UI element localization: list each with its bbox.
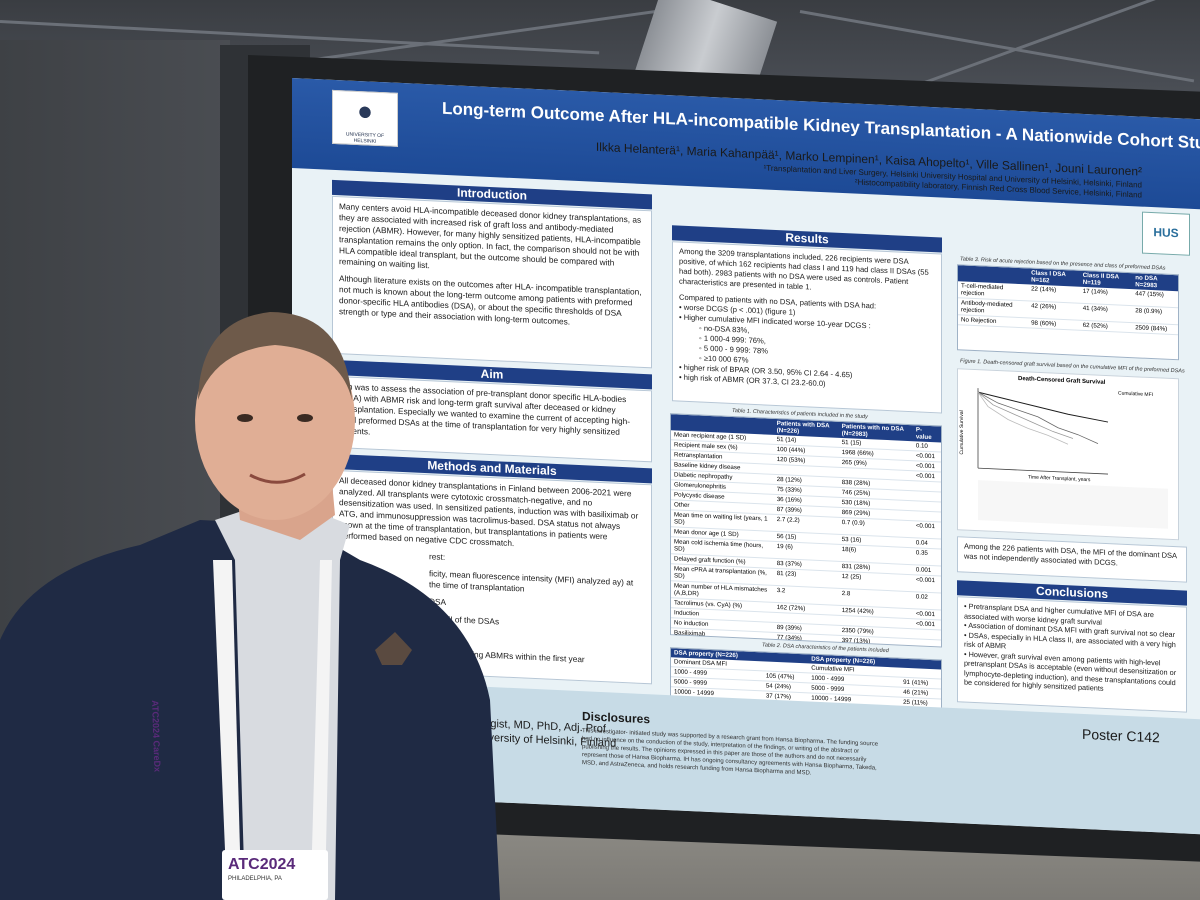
table-cell: 28 (0.9%): [1132, 305, 1178, 325]
table-cell: <0.001: [912, 574, 941, 593]
hus-logo-text: HUS: [1153, 225, 1179, 241]
table-cell: 62 (52%): [1079, 320, 1133, 333]
figure-note: Among the 226 patients with DSA, the MFI…: [957, 536, 1187, 583]
survival-curves: [977, 388, 1168, 529]
table-cell: <0.001: [912, 520, 941, 539]
table3-grid: Class I DSA N=162 Class II DSA N=119 no DS…: [958, 265, 1178, 335]
table-cell: 98 (60%): [1028, 317, 1080, 331]
badge-location: PHILADELPHIA, PA: [228, 876, 282, 882]
table-cell: 2509 (84%): [1132, 322, 1178, 335]
methods-line: ficity, mean fluorescence intensity (MFI…: [429, 568, 634, 594]
introduction-paragraph: Many centers avoid HLA-incompatible dece…: [339, 201, 642, 271]
survival-plot: Death-Censored Graft Survival Cumulative…: [957, 368, 1179, 541]
aim-text: aim was to assess the association of pre…: [339, 381, 631, 437]
university-seal-icon: [351, 99, 379, 125]
hus-logo: HUS: [1142, 211, 1190, 256]
table-cell: No Rejection: [958, 314, 1029, 328]
methods-line: PAR) including ABMRs within the first ye…: [429, 647, 585, 665]
scientific-poster: UNIVERSITY OF HELSINKI Long-term Outcome…: [292, 78, 1200, 835]
conference-badge: ATC2024 PHILADELPHIA, PA: [222, 850, 328, 900]
table-cell: 0.02: [912, 591, 941, 610]
table1: Patients with DSA (N=226) Patients with n…: [670, 413, 942, 648]
introduction-paragraph: Although literature exists on the outcom…: [339, 273, 642, 327]
booth-panel: [0, 40, 230, 900]
methods-paragraph: All deceased donor kidney transplantatio…: [339, 475, 639, 549]
table-header-cell: P- value: [912, 425, 941, 443]
introduction-body: Many centers avoid HLA-incompatible dece…: [332, 195, 652, 369]
table1-grid: Patients with DSA (N=226) Patients with n…: [671, 414, 941, 648]
table-cell: 0.35: [912, 547, 941, 566]
methods-body: All deceased donor kidney transplantatio…: [332, 469, 652, 685]
figure-note-text: Among the 226 patients with DSA, the MFI…: [964, 541, 1177, 568]
results-body: Among the 3209 transplantations included…: [672, 241, 942, 414]
table-cell: [912, 638, 941, 648]
ceiling-truss: [899, 0, 1183, 93]
conclusions-body: • Pretransplant DSA and higher cumulativ…: [957, 596, 1187, 713]
badge-event: ATC2024: [228, 856, 296, 873]
aim-body: aim was to assess the association of pre…: [332, 375, 652, 463]
university-logo: UNIVERSITY OF HELSINKI: [332, 89, 398, 147]
university-name: UNIVERSITY OF HELSINKI: [345, 131, 385, 145]
table-cell: 447 (15%): [1132, 289, 1178, 308]
table3: Class I DSA N=162 Class II DSA N=119 no DS…: [957, 264, 1179, 361]
ceiling-truss: [299, 4, 697, 63]
ceiling-truss: [799, 10, 1195, 83]
results-paragraph: Among the 3209 transplantations included…: [679, 246, 929, 292]
